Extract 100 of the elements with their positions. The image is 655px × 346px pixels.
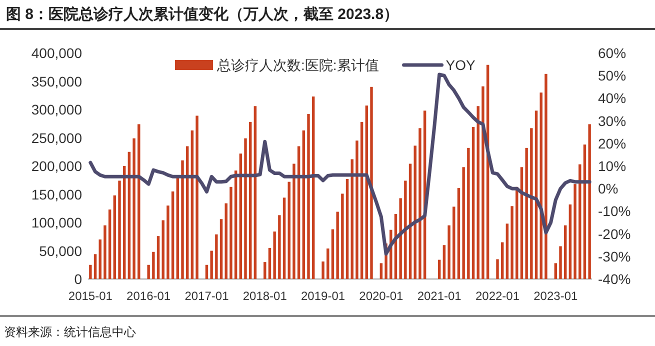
bar <box>108 210 112 279</box>
y-tick-label: 350,000 <box>31 73 82 90</box>
bar <box>181 160 184 279</box>
bar <box>186 146 189 279</box>
bar <box>244 138 247 279</box>
bar <box>438 260 441 279</box>
bar <box>360 122 364 279</box>
bar <box>162 220 164 279</box>
bar <box>282 198 286 279</box>
x-tick-label: 2015-01 <box>68 289 113 303</box>
bar <box>482 86 484 279</box>
x-tick-label: 2023-01 <box>534 289 578 303</box>
bar <box>138 124 140 279</box>
bar <box>312 96 315 279</box>
bar <box>94 254 97 279</box>
bar <box>190 130 194 279</box>
bar <box>239 154 242 279</box>
bar <box>171 191 174 279</box>
bar <box>224 203 228 279</box>
bar <box>248 122 252 279</box>
bar <box>583 144 586 279</box>
bar <box>404 180 407 279</box>
bar <box>554 263 558 279</box>
y2-tick-label: 0% <box>598 180 618 197</box>
bar <box>399 198 402 279</box>
bar <box>288 182 290 279</box>
x-tick-label: 2020-01 <box>359 289 404 303</box>
bar <box>205 264 208 279</box>
bar <box>370 86 373 279</box>
bar <box>341 194 344 279</box>
bar <box>331 229 334 279</box>
bar <box>307 114 310 279</box>
x-tick-label: 2016-01 <box>126 289 171 303</box>
y-tick-label: 400,000 <box>31 45 82 61</box>
y2-tick-label: -40% <box>598 271 631 287</box>
bar <box>230 186 232 279</box>
y-tick-label: 250,000 <box>31 130 82 146</box>
line-series <box>88 72 592 256</box>
bar <box>574 184 576 279</box>
bar <box>496 259 499 279</box>
bar <box>457 188 460 279</box>
bar <box>156 236 160 279</box>
chart-title: 图 8：医院总诊疗人次累计值变化（万人次，截至 2023.8） <box>6 5 399 23</box>
y2-tick-label: 10% <box>598 158 626 174</box>
x-tick-label: 2018-01 <box>242 289 288 303</box>
bar <box>467 148 470 279</box>
bar <box>89 264 92 279</box>
bar <box>98 239 102 279</box>
bar <box>292 164 296 279</box>
bar <box>544 74 548 279</box>
bar <box>215 234 218 279</box>
y2-tick-label: -30% <box>598 248 631 264</box>
legend-label: YOY <box>446 57 476 73</box>
y2-tick-label: 50% <box>598 68 626 84</box>
x-tick-label: 2017-01 <box>184 289 230 303</box>
y-tick-label: 200,000 <box>31 158 82 174</box>
bar <box>559 246 562 279</box>
bar <box>476 106 480 279</box>
legend-label: 总诊疗人次数:医院:累计值 <box>216 57 379 73</box>
y2-tick-label: 20% <box>598 135 626 152</box>
bar <box>326 248 330 279</box>
bar <box>380 263 383 279</box>
y2-tick-label: -20% <box>598 226 631 242</box>
bar <box>152 252 155 279</box>
bar <box>118 180 121 279</box>
bar <box>530 128 533 279</box>
bar <box>113 195 116 279</box>
bar <box>568 204 572 279</box>
bar <box>346 178 349 279</box>
bar <box>510 206 514 279</box>
bar <box>278 215 281 279</box>
bar <box>196 116 198 279</box>
y2-tick-label: 40% <box>598 90 626 106</box>
bar <box>472 127 475 279</box>
y-tick-label: 50,000 <box>39 242 82 259</box>
bar <box>506 224 509 279</box>
bar <box>462 167 465 279</box>
bar <box>273 232 276 279</box>
x-tick-label: 2019-01 <box>301 289 346 303</box>
bar <box>147 264 150 279</box>
bar <box>564 225 567 279</box>
bar <box>356 140 358 279</box>
bar <box>132 138 136 279</box>
bar <box>448 225 450 279</box>
y-tick-label: 100,000 <box>31 214 82 230</box>
bar <box>418 128 422 279</box>
bar <box>350 159 354 279</box>
y2-tick-label: 30% <box>598 112 626 129</box>
text: 资料来源：统计信息中心 <box>4 325 136 339</box>
x-tick-label: 2021-01 <box>417 289 462 303</box>
bar <box>104 225 106 279</box>
bar <box>500 242 504 279</box>
y-tick-label: 150,000 <box>31 186 82 202</box>
bar <box>297 146 300 279</box>
bar <box>302 130 306 279</box>
y2-tick-label: 60% <box>598 45 626 61</box>
bar <box>176 177 180 279</box>
y2-tick-label: -10% <box>598 203 631 220</box>
bar <box>254 106 257 279</box>
y-tick-label: 300,000 <box>31 102 82 118</box>
